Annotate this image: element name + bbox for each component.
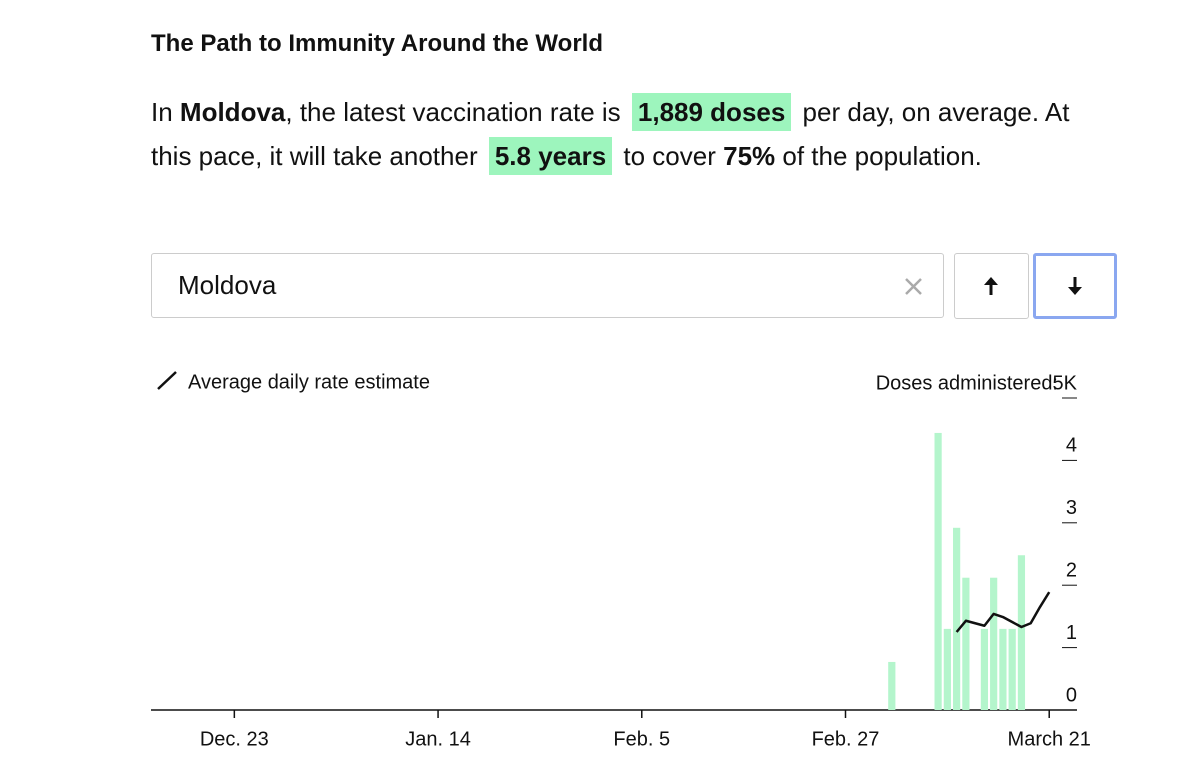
x-tick-label: Feb. 27 xyxy=(812,728,880,750)
rate-highlight: 1,889 doses xyxy=(631,93,792,131)
x-tick-label: March 21 xyxy=(1008,728,1091,750)
x-tick-label: Feb. 5 xyxy=(613,728,670,750)
y-tick-label: 2 xyxy=(1066,559,1077,581)
y-axis-label: Doses administered: xyxy=(876,372,1058,394)
rate-line xyxy=(955,591,1051,633)
legend-icon xyxy=(157,371,177,390)
bar xyxy=(953,527,961,710)
clear-icon[interactable] xyxy=(905,278,922,295)
bar xyxy=(980,628,988,710)
bar xyxy=(943,628,951,710)
summary: In Moldova, the latest vaccination rate … xyxy=(151,90,1091,178)
down-arrow xyxy=(1068,277,1082,295)
title: The Path to Immunity Around the World xyxy=(151,30,603,57)
text: to cover xyxy=(616,141,724,171)
y-tick-label: 1 xyxy=(1066,622,1077,644)
bar xyxy=(962,577,970,710)
x-tick-label: Dec. 23 xyxy=(200,728,269,750)
search-value: Moldova xyxy=(178,270,277,300)
text: of the population. xyxy=(775,141,982,171)
text: per day, on average. At this pace, it wi… xyxy=(151,97,1070,171)
bar xyxy=(888,661,896,710)
bar xyxy=(1017,555,1026,710)
bar xyxy=(999,628,1007,710)
legend-label: Average daily rate estimate xyxy=(188,371,430,393)
bar xyxy=(990,577,998,710)
x-tick-label: Jan. 14 xyxy=(405,728,471,750)
y-tick-label: 5K xyxy=(1053,372,1078,394)
percent: 75% xyxy=(723,141,776,171)
bar xyxy=(934,432,942,710)
y-tick-label: 3 xyxy=(1066,497,1077,519)
up-arrow xyxy=(984,277,998,295)
y-tick-label: 4 xyxy=(1066,435,1077,457)
years-highlight: 5.8 years xyxy=(488,137,613,175)
bar xyxy=(1008,628,1016,710)
search-input[interactable]: Moldova xyxy=(151,253,944,318)
country: Moldova xyxy=(179,97,286,127)
text: In xyxy=(151,97,180,127)
y-tick-label: 0 xyxy=(1066,684,1077,706)
text: , the latest vaccination rate is xyxy=(285,97,628,127)
